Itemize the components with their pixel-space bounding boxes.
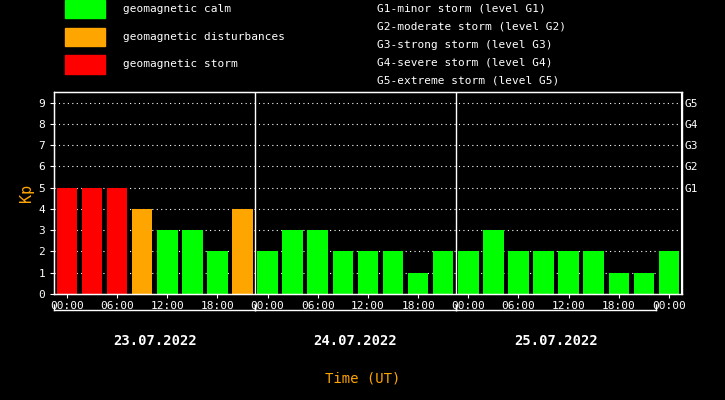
Bar [483,230,504,294]
Text: geomagnetic storm: geomagnetic storm [123,59,238,69]
Bar [333,252,353,294]
Bar [157,230,178,294]
Bar [57,188,77,294]
Bar [65,28,105,46]
Bar [65,0,105,18]
Bar [107,188,128,294]
Bar [584,252,604,294]
Text: 24.07.2022: 24.07.2022 [313,334,397,348]
Bar [383,252,403,294]
Bar [232,209,253,294]
Bar [659,252,679,294]
Bar [182,230,202,294]
Text: G4-severe storm (level G4): G4-severe storm (level G4) [377,58,552,68]
Text: G3-strong storm (level G3): G3-strong storm (level G3) [377,40,552,50]
Bar [257,252,278,294]
Bar [357,252,378,294]
Bar [458,252,478,294]
Bar [82,188,102,294]
Bar [132,209,152,294]
Bar [207,252,228,294]
Text: geomagnetic calm: geomagnetic calm [123,4,231,14]
Text: Time (UT): Time (UT) [325,372,400,386]
Bar [608,273,629,294]
Y-axis label: Kp: Kp [20,184,34,202]
Bar [534,252,554,294]
Bar [558,252,579,294]
Bar [65,55,105,74]
Text: G5-extreme storm (level G5): G5-extreme storm (level G5) [377,76,559,86]
Text: G1-minor storm (level G1): G1-minor storm (level G1) [377,4,546,14]
Bar [508,252,529,294]
Bar [408,273,428,294]
Bar [307,230,328,294]
Bar [283,230,303,294]
Text: geomagnetic disturbances: geomagnetic disturbances [123,32,285,42]
Text: 25.07.2022: 25.07.2022 [514,334,598,348]
Bar [433,252,453,294]
Bar [634,273,654,294]
Text: G2-moderate storm (level G2): G2-moderate storm (level G2) [377,22,566,32]
Text: 23.07.2022: 23.07.2022 [113,334,196,348]
